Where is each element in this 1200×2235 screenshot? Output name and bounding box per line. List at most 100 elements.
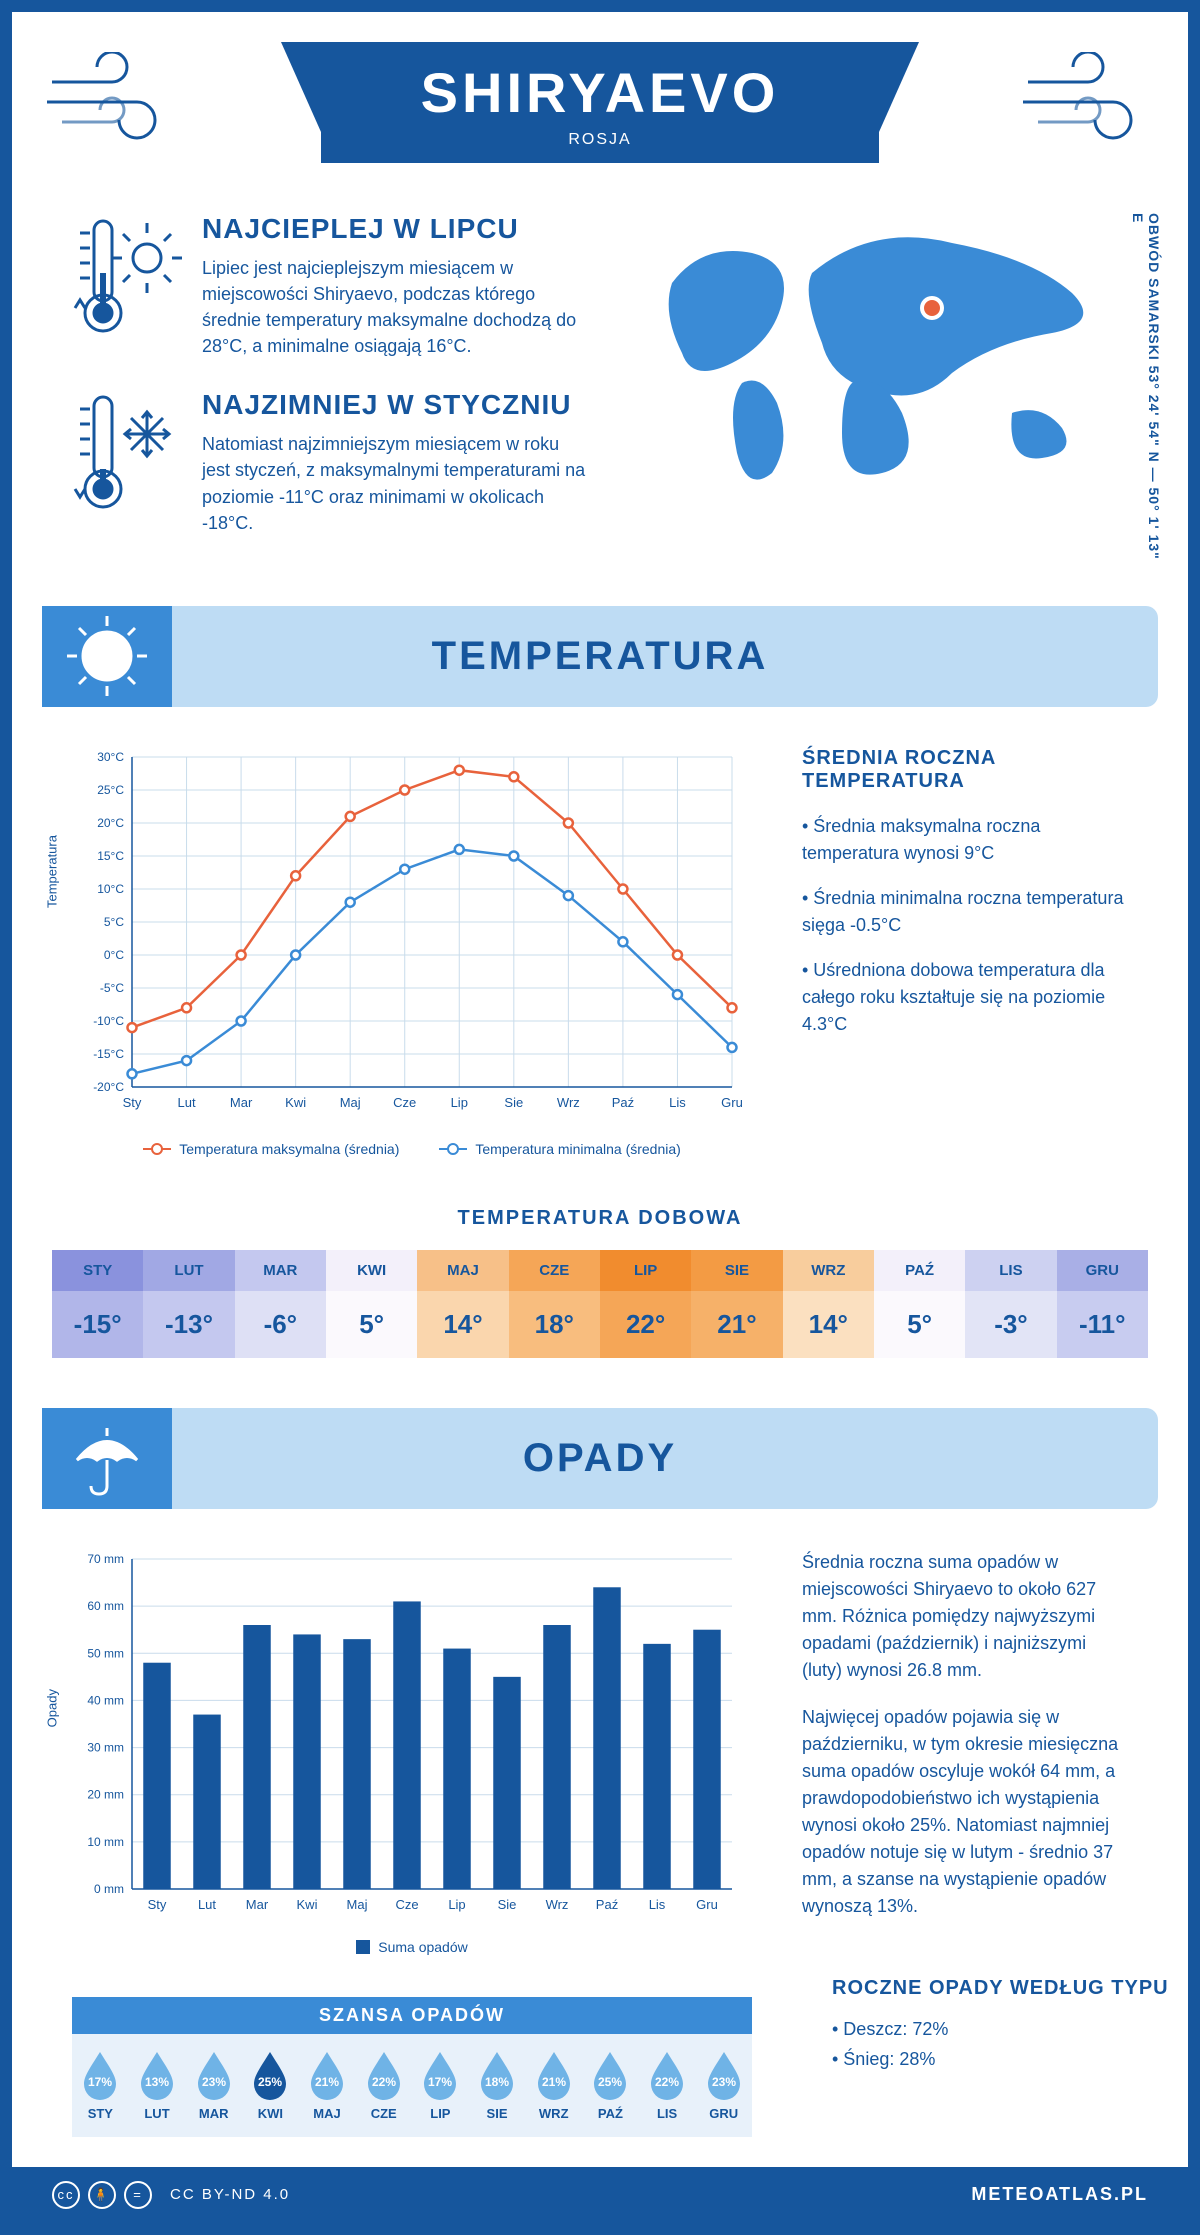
daily-cell: LUT -13° (143, 1250, 234, 1358)
svg-text:Wrz: Wrz (557, 1095, 580, 1110)
temperature-title: TEMPERATURA (42, 634, 1158, 679)
temperature-section-header: TEMPERATURA (42, 606, 1158, 707)
svg-text:0 mm: 0 mm (94, 1882, 124, 1896)
svg-text:Lis: Lis (669, 1095, 686, 1110)
temp-bullet: • Średnia maksymalna roczna temperatura … (802, 813, 1128, 867)
precipitation-section-header: OPADY (42, 1408, 1158, 1509)
page-header: SHIRYAEVO ROSJA (12, 12, 1188, 203)
daily-cell: STY -15° (52, 1250, 143, 1358)
bar-legend-item: Suma opadów (356, 1939, 468, 1955)
daily-cell: CZE 18° (509, 1250, 600, 1358)
svg-text:40 mm: 40 mm (87, 1693, 124, 1707)
svg-text:Mar: Mar (246, 1897, 269, 1912)
umbrella-icon (42, 1408, 172, 1509)
legend-item: .legend-swatch[style*='#3a8bd6']::after{… (439, 1141, 680, 1157)
svg-text:20°C: 20°C (97, 816, 124, 830)
country-name: ROSJA (421, 131, 780, 149)
svg-text:20 mm: 20 mm (87, 1787, 124, 1801)
coldest-title: NAJZIMNIEJ W STYCZNIU (202, 389, 592, 421)
svg-text:21%: 21% (315, 2075, 339, 2089)
temperature-line-chart: Temperatura -20°C-15°C-10°C-5°C0°C5°C10°… (72, 747, 752, 1157)
by-icon: 🧍 (88, 2181, 116, 2209)
license-block: cc 🧍 = CC BY-ND 4.0 (52, 2181, 290, 2209)
svg-text:Maj: Maj (347, 1897, 368, 1912)
temp-bullet: • Średnia minimalna roczna temperatura s… (802, 885, 1128, 939)
city-name: SHIRYAEVO (421, 60, 780, 125)
hottest-block: NAJCIEPLEJ W LIPCU Lipiec jest najcieple… (72, 213, 592, 359)
svg-text:5°C: 5°C (104, 915, 124, 929)
chance-cell: 25% KWI (242, 2050, 299, 2121)
svg-text:25%: 25% (258, 2075, 282, 2089)
svg-text:23%: 23% (202, 2075, 226, 2089)
chance-cell: 21% WRZ (525, 2050, 582, 2121)
thermometer-hot-icon (72, 213, 182, 359)
world-map-block: OBWÓD SAMARSKI 53° 24' 54" N — 50° 1' 13… (632, 213, 1128, 566)
avg-temp-title: ŚREDNIA ROCZNA TEMPERATURA (802, 747, 1128, 793)
svg-text:70 mm: 70 mm (87, 1552, 124, 1566)
chance-cell: 25% PAŹ (582, 2050, 639, 2121)
svg-text:-15°C: -15°C (93, 1047, 124, 1061)
svg-text:Kwi: Kwi (285, 1095, 306, 1110)
svg-text:17%: 17% (88, 2075, 112, 2089)
svg-text:Cze: Cze (395, 1897, 418, 1912)
svg-text:25%: 25% (598, 2075, 622, 2089)
svg-text:Gru: Gru (696, 1897, 718, 1912)
world-map-icon (632, 213, 1112, 493)
type-title: ROCZNE OPADY WEDŁUG TYPU (832, 1977, 1169, 2000)
wind-icon (1018, 52, 1158, 157)
daily-cell: WRZ 14° (783, 1250, 874, 1358)
chance-cell: 13% LUT (129, 2050, 186, 2121)
nd-icon: = (124, 2181, 152, 2209)
svg-text:Wrz: Wrz (546, 1897, 569, 1912)
chance-cell: 18% SIE (469, 2050, 526, 2121)
svg-text:Gru: Gru (721, 1095, 743, 1110)
svg-text:13%: 13% (145, 2075, 169, 2089)
license-text: CC BY-ND 4.0 (170, 2186, 290, 2203)
svg-text:30 mm: 30 mm (87, 1740, 124, 1754)
cc-icon: cc (52, 2181, 80, 2209)
svg-text:Paź: Paź (596, 1897, 618, 1912)
site-name: METEOATLAS.PL (971, 2184, 1148, 2205)
svg-text:Lut: Lut (178, 1095, 196, 1110)
svg-text:Kwi: Kwi (297, 1897, 318, 1912)
svg-text:Cze: Cze (393, 1095, 416, 1110)
svg-text:30°C: 30°C (97, 750, 124, 764)
hottest-title: NAJCIEPLEJ W LIPCU (202, 213, 592, 245)
svg-text:60 mm: 60 mm (87, 1599, 124, 1613)
svg-text:22%: 22% (655, 2075, 679, 2089)
daily-cell: MAJ 14° (417, 1250, 508, 1358)
temperature-summary: ŚREDNIA ROCZNA TEMPERATURA • Średnia mak… (802, 747, 1128, 1157)
wind-icon (42, 52, 182, 157)
chance-cell: 22% LIS (639, 2050, 696, 2121)
precipitation-title: OPADY (42, 1436, 1158, 1481)
daily-temp-title: TEMPERATURA DOBOWA (12, 1207, 1188, 1230)
daily-cell: PAŹ 5° (874, 1250, 965, 1358)
coordinates-text: OBWÓD SAMARSKI 53° 24' 54" N — 50° 1' 13… (1130, 213, 1162, 566)
precipitation-by-type: ROCZNE OPADY WEDŁUG TYPU • Deszcz: 72%• … (832, 1977, 1169, 2075)
svg-text:17%: 17% (428, 2075, 452, 2089)
chance-cell: 21% MAJ (299, 2050, 356, 2121)
svg-text:21%: 21% (542, 2075, 566, 2089)
chance-cell: 22% CZE (355, 2050, 412, 2121)
svg-text:-5°C: -5°C (100, 981, 124, 995)
type-line: • Śnieg: 28% (832, 2044, 1169, 2075)
svg-text:Lut: Lut (198, 1897, 216, 1912)
svg-text:18%: 18% (485, 2075, 509, 2089)
svg-text:23%: 23% (712, 2075, 736, 2089)
coldest-block: NAJZIMNIEJ W STYCZNIU Natomiast najzimni… (72, 389, 592, 535)
svg-text:Sty: Sty (123, 1095, 142, 1110)
svg-text:Maj: Maj (340, 1095, 361, 1110)
svg-text:Sty: Sty (148, 1897, 167, 1912)
temp-bullet: • Uśredniona dobowa temperatura dla całe… (802, 957, 1128, 1038)
chance-cell: 17% STY (72, 2050, 129, 2121)
svg-text:50 mm: 50 mm (87, 1646, 124, 1660)
thermometer-cold-icon (72, 389, 182, 535)
coldest-text: Natomiast najzimniejszym miesiącem w rok… (202, 431, 592, 535)
daily-cell: SIE 21° (691, 1250, 782, 1358)
precipitation-bar-chart: Opady 0 mm10 mm20 mm30 mm40 mm50 mm60 mm… (72, 1549, 752, 1957)
svg-text:22%: 22% (372, 2075, 396, 2089)
daily-cell: LIS -3° (965, 1250, 1056, 1358)
svg-text:25°C: 25°C (97, 783, 124, 797)
chance-title: SZANSA OPADÓW (72, 1997, 752, 2034)
svg-text:Lip: Lip (448, 1897, 465, 1912)
